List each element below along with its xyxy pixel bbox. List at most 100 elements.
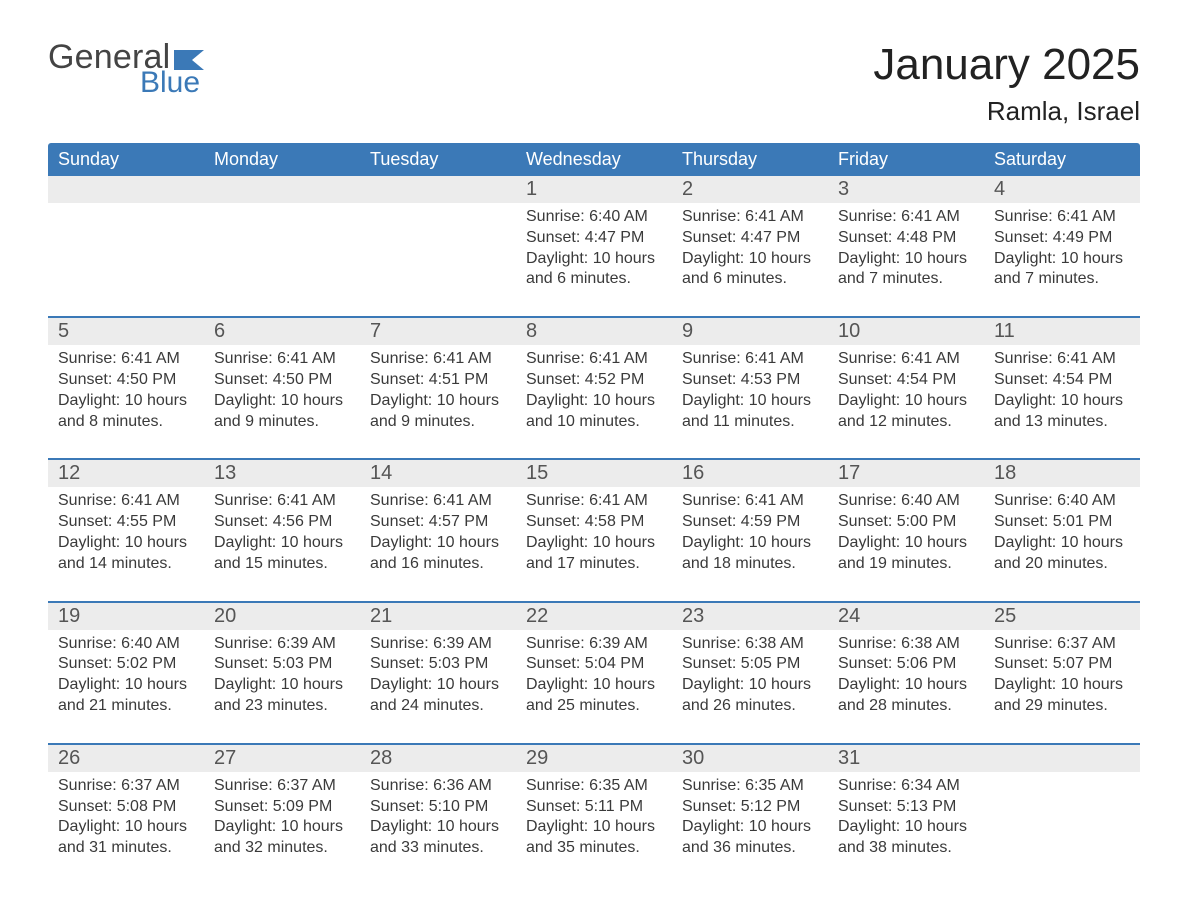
day-sunset: Sunset: 5:03 PM: [214, 654, 350, 675]
day-number: 22: [516, 603, 672, 630]
day-sunrise: Sunrise: 6:41 AM: [370, 349, 506, 370]
day-detail: Sunrise: 6:37 AMSunset: 5:08 PMDaylight:…: [48, 772, 204, 869]
day-sunset: Sunset: 4:59 PM: [682, 512, 818, 533]
day-detail: Sunrise: 6:35 AMSunset: 5:11 PMDaylight:…: [516, 772, 672, 869]
day-daylight1: Daylight: 10 hours: [58, 391, 194, 412]
day-daylight2: and 31 minutes.: [58, 838, 194, 859]
day-daylight1: Daylight: 10 hours: [58, 533, 194, 554]
day-sunset: Sunset: 4:53 PM: [682, 370, 818, 391]
day-detail: Sunrise: 6:38 AMSunset: 5:05 PMDaylight:…: [672, 630, 828, 743]
day-daylight1: Daylight: 10 hours: [526, 249, 662, 270]
weekday-header: Sunday: [48, 143, 204, 176]
weekday-header: Tuesday: [360, 143, 516, 176]
day-daylight1: Daylight: 10 hours: [526, 817, 662, 838]
day-daylight1: Daylight: 10 hours: [526, 533, 662, 554]
day-daylight1: Daylight: 10 hours: [58, 817, 194, 838]
day-daylight1: Daylight: 10 hours: [994, 533, 1130, 554]
day-daylight2: and 18 minutes.: [682, 554, 818, 575]
day-detail: Sunrise: 6:41 AMSunset: 4:49 PMDaylight:…: [984, 203, 1140, 316]
day-daylight1: Daylight: 10 hours: [994, 675, 1130, 696]
day-sunset: Sunset: 4:55 PM: [58, 512, 194, 533]
day-detail: Sunrise: 6:39 AMSunset: 5:03 PMDaylight:…: [204, 630, 360, 743]
day-sunrise: Sunrise: 6:41 AM: [838, 207, 974, 228]
day-sunrise: Sunrise: 6:41 AM: [682, 491, 818, 512]
day-detail: Sunrise: 6:41 AMSunset: 4:59 PMDaylight:…: [672, 487, 828, 600]
logo: General Blue: [48, 40, 208, 127]
day-number: 8: [516, 318, 672, 345]
day-daylight1: Daylight: 10 hours: [838, 249, 974, 270]
day-number: 6: [204, 318, 360, 345]
day-sunset: Sunset: 5:04 PM: [526, 654, 662, 675]
day-sunset: Sunset: 4:50 PM: [58, 370, 194, 391]
day-sunrise: Sunrise: 6:41 AM: [526, 491, 662, 512]
day-daylight2: and 36 minutes.: [682, 838, 818, 859]
day-daylight1: Daylight: 10 hours: [370, 533, 506, 554]
day-sunset: Sunset: 5:02 PM: [58, 654, 194, 675]
daynum-row: 12131415161718: [48, 458, 1140, 487]
day-detail: Sunrise: 6:41 AMSunset: 4:57 PMDaylight:…: [360, 487, 516, 600]
day-daylight1: Daylight: 10 hours: [370, 817, 506, 838]
day-detail: Sunrise: 6:37 AMSunset: 5:07 PMDaylight:…: [984, 630, 1140, 743]
day-detail: Sunrise: 6:41 AMSunset: 4:52 PMDaylight:…: [516, 345, 672, 458]
day-detail: Sunrise: 6:41 AMSunset: 4:51 PMDaylight:…: [360, 345, 516, 458]
day-daylight2: and 12 minutes.: [838, 412, 974, 433]
daynum-row: 1234: [48, 176, 1140, 203]
weekday-header-row: Sunday Monday Tuesday Wednesday Thursday…: [48, 143, 1140, 176]
page-header: General Blue January 2025 Ramla, Israel: [48, 40, 1140, 127]
day-number: 5: [48, 318, 204, 345]
day-daylight2: and 32 minutes.: [214, 838, 350, 859]
day-sunrise: Sunrise: 6:41 AM: [838, 349, 974, 370]
calendar-week: 262728293031Sunrise: 6:37 AMSunset: 5:08…: [48, 743, 1140, 869]
day-daylight2: and 35 minutes.: [526, 838, 662, 859]
day-sunset: Sunset: 4:52 PM: [526, 370, 662, 391]
calendar-page: General Blue January 2025 Ramla, Israel …: [0, 0, 1188, 918]
detail-row: Sunrise: 6:40 AMSunset: 4:47 PMDaylight:…: [48, 203, 1140, 316]
day-daylight1: Daylight: 10 hours: [682, 675, 818, 696]
day-detail: Sunrise: 6:41 AMSunset: 4:56 PMDaylight:…: [204, 487, 360, 600]
day-sunset: Sunset: 4:47 PM: [682, 228, 818, 249]
day-detail: [984, 772, 1140, 869]
day-sunset: Sunset: 5:00 PM: [838, 512, 974, 533]
day-sunset: Sunset: 5:09 PM: [214, 797, 350, 818]
day-sunset: Sunset: 4:56 PM: [214, 512, 350, 533]
day-daylight1: Daylight: 10 hours: [682, 391, 818, 412]
day-sunrise: Sunrise: 6:41 AM: [58, 349, 194, 370]
day-daylight2: and 33 minutes.: [370, 838, 506, 859]
day-daylight2: and 14 minutes.: [58, 554, 194, 575]
day-detail: Sunrise: 6:41 AMSunset: 4:47 PMDaylight:…: [672, 203, 828, 316]
day-detail: Sunrise: 6:41 AMSunset: 4:53 PMDaylight:…: [672, 345, 828, 458]
day-number: 31: [828, 745, 984, 772]
day-number: 28: [360, 745, 516, 772]
day-daylight1: Daylight: 10 hours: [214, 675, 350, 696]
day-daylight2: and 9 minutes.: [370, 412, 506, 433]
day-sunset: Sunset: 4:54 PM: [994, 370, 1130, 391]
day-daylight1: Daylight: 10 hours: [214, 817, 350, 838]
day-detail: Sunrise: 6:36 AMSunset: 5:10 PMDaylight:…: [360, 772, 516, 869]
day-number: 27: [204, 745, 360, 772]
day-detail: Sunrise: 6:40 AMSunset: 5:00 PMDaylight:…: [828, 487, 984, 600]
day-number: 16: [672, 460, 828, 487]
day-sunrise: Sunrise: 6:41 AM: [994, 207, 1130, 228]
day-sunrise: Sunrise: 6:38 AM: [838, 634, 974, 655]
day-sunset: Sunset: 4:49 PM: [994, 228, 1130, 249]
day-number: 30: [672, 745, 828, 772]
day-daylight1: Daylight: 10 hours: [214, 391, 350, 412]
day-daylight2: and 29 minutes.: [994, 696, 1130, 717]
day-daylight1: Daylight: 10 hours: [838, 817, 974, 838]
day-number: 2: [672, 176, 828, 203]
day-daylight2: and 10 minutes.: [526, 412, 662, 433]
day-sunset: Sunset: 4:48 PM: [838, 228, 974, 249]
calendar-week: 1234Sunrise: 6:40 AMSunset: 4:47 PMDayli…: [48, 176, 1140, 316]
day-number: 18: [984, 460, 1140, 487]
weekday-header: Thursday: [672, 143, 828, 176]
day-detail: Sunrise: 6:41 AMSunset: 4:50 PMDaylight:…: [48, 345, 204, 458]
page-location: Ramla, Israel: [873, 96, 1140, 127]
day-number: 12: [48, 460, 204, 487]
day-sunset: Sunset: 5:07 PM: [994, 654, 1130, 675]
day-sunrise: Sunrise: 6:37 AM: [994, 634, 1130, 655]
weeks-container: 1234Sunrise: 6:40 AMSunset: 4:47 PMDayli…: [48, 176, 1140, 869]
day-daylight1: Daylight: 10 hours: [526, 391, 662, 412]
day-daylight2: and 26 minutes.: [682, 696, 818, 717]
day-daylight1: Daylight: 10 hours: [682, 249, 818, 270]
day-detail: Sunrise: 6:39 AMSunset: 5:03 PMDaylight:…: [360, 630, 516, 743]
